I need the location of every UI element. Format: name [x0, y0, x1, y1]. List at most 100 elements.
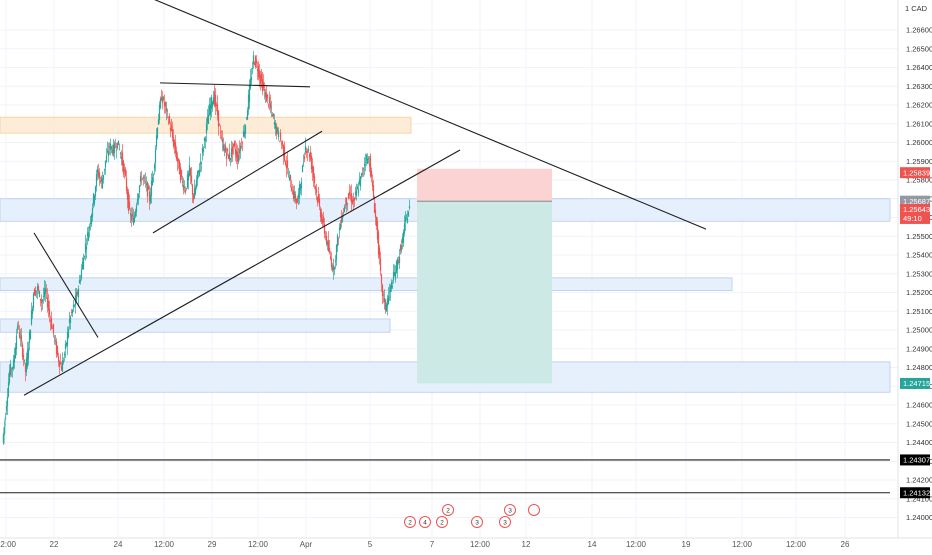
candle-body [308, 153, 311, 158]
candle-body [292, 190, 295, 199]
event-flag-icon[interactable] [471, 516, 483, 528]
candle-body [249, 78, 252, 88]
candle-body [226, 148, 229, 152]
candle-body [149, 194, 152, 204]
candle-body [385, 304, 388, 312]
candle-body [299, 184, 302, 191]
event-count-label: 2 [440, 520, 444, 527]
candle-body [164, 102, 167, 107]
candle-body [406, 218, 409, 224]
candle-body [303, 156, 306, 160]
candle-body [368, 163, 371, 167]
candle-body [253, 62, 256, 65]
candle-body [163, 102, 166, 107]
candle-body [6, 396, 9, 406]
event-circle-icon[interactable] [528, 504, 540, 516]
candle-body [197, 170, 200, 173]
candle-body [175, 150, 178, 160]
candle-body [290, 187, 293, 192]
x-tick-label: 26 [841, 540, 850, 549]
candle-body [52, 323, 55, 334]
candle-body [86, 232, 89, 237]
candle-body [9, 363, 12, 375]
price-tag-box [900, 212, 930, 224]
candle-body [80, 269, 83, 279]
event-markers-layer[interactable]: 2 4 223 33 [404, 504, 540, 528]
candle-body [70, 312, 73, 313]
candle-body [258, 70, 261, 79]
candle-body [227, 154, 230, 159]
candle-body [388, 290, 391, 292]
event-flag-icon[interactable] [499, 516, 511, 528]
candle-body [148, 191, 151, 202]
event-flag-icon[interactable] [419, 516, 431, 528]
candle-body [300, 181, 303, 189]
candle-body [119, 152, 122, 155]
candle-body [285, 164, 288, 169]
candle-body [79, 279, 82, 282]
candle-body [286, 160, 289, 168]
y-tick-label: 1.25000 [906, 326, 932, 335]
event-count-label: 2 [446, 508, 450, 515]
candle-body [132, 218, 135, 225]
candle-body [24, 363, 27, 372]
stop-loss-zone[interactable] [417, 168, 552, 202]
trendline[interactable] [33, 232, 99, 338]
candle-body [234, 148, 237, 155]
candle-body [170, 125, 173, 131]
candle-body [281, 141, 284, 146]
candle-body [196, 171, 199, 181]
candle-body [316, 197, 319, 203]
candle-body [169, 127, 172, 131]
candle-body [387, 295, 390, 305]
candle-body [173, 140, 176, 147]
candle-body [188, 165, 191, 176]
candle-body [133, 215, 136, 222]
candle-body [95, 174, 98, 187]
candle-body [66, 332, 69, 346]
candle-body [77, 288, 80, 298]
candle-body [55, 341, 58, 355]
x-tick-label: 12:00 [248, 540, 269, 549]
candle-body [99, 180, 102, 182]
candle-body [371, 181, 374, 187]
candle-body [273, 122, 276, 125]
price-tag-box [900, 167, 930, 179]
candle-body [238, 149, 241, 154]
trendline[interactable] [152, 130, 323, 234]
candle-body [279, 132, 282, 140]
trendlines-layer[interactable] [0, 0, 890, 494]
candle-body [67, 329, 70, 338]
candle-body [404, 216, 407, 223]
trendline[interactable] [159, 82, 311, 88]
candle-body [161, 96, 164, 104]
candle-body [212, 97, 215, 105]
candle-body [186, 174, 189, 188]
candle-body [83, 256, 86, 258]
trendline[interactable] [23, 149, 461, 396]
event-flag-icon[interactable] [404, 516, 416, 528]
candle-body [69, 316, 72, 324]
trendline[interactable] [70, 0, 707, 230]
candle-body [327, 240, 330, 251]
candle-body [72, 304, 75, 308]
candle-body [168, 115, 171, 123]
candle-body [373, 203, 376, 213]
y-tick-label: 1.24800 [906, 363, 932, 372]
event-circle-icon[interactable] [504, 504, 516, 516]
take-profit-zone[interactable] [417, 201, 552, 384]
x-tick-label: 5 [368, 540, 373, 549]
candle-body [309, 151, 312, 160]
candle-body [111, 149, 114, 154]
candle-body [317, 194, 320, 202]
candle-body [322, 216, 325, 222]
price-axis-background[interactable] [898, 0, 932, 538]
short-position-tool[interactable] [417, 168, 552, 384]
event-circle-icon[interactable] [442, 504, 454, 516]
candle-body [362, 168, 365, 170]
event-flag-icon[interactable] [436, 516, 448, 528]
candle-body [68, 319, 71, 323]
time-axis-background[interactable] [0, 538, 898, 550]
